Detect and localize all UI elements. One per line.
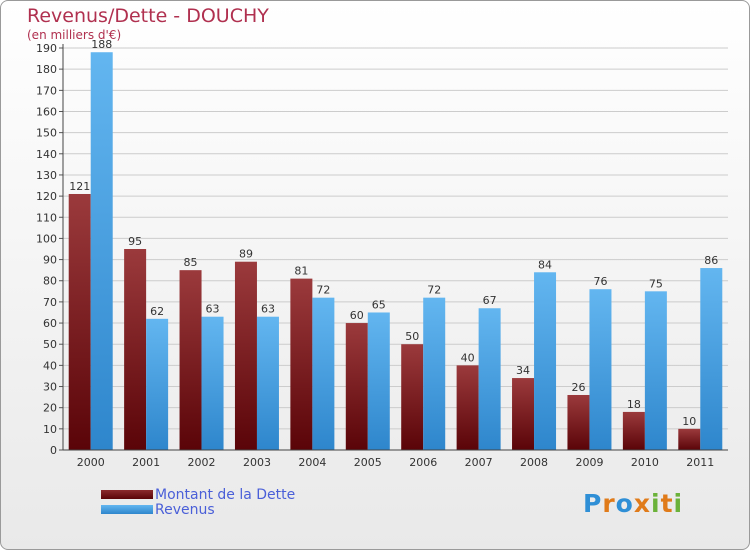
legend-label-debt: Montant de la Dette (155, 486, 296, 503)
logo-letter: t (660, 489, 674, 518)
bar-debt (678, 428, 701, 450)
bar-debt (234, 261, 257, 450)
bar-debt-value-label: 121 (69, 180, 90, 193)
bar-revenue-value-label: 86 (704, 254, 718, 267)
x-tick-label: 2002 (188, 456, 216, 469)
bar-debt (345, 323, 368, 450)
legend-item-debt: Montant de la Dette (101, 486, 296, 503)
logo-letter: x (633, 489, 651, 518)
bar-revenue (90, 52, 113, 451)
legend-label-revenue: Revenus (155, 501, 215, 518)
bar-debt (290, 278, 313, 450)
x-tick-label: 2005 (354, 456, 382, 469)
bar-revenue (644, 291, 667, 450)
bar-debt (124, 249, 147, 450)
y-tick-label: 140 (36, 148, 57, 161)
bar-revenue-value-label: 67 (483, 294, 497, 307)
bar-revenue (478, 308, 501, 450)
y-tick-label: 90 (43, 254, 57, 267)
y-tick-label: 170 (36, 84, 57, 97)
legend-item-revenue: Revenus (101, 501, 295, 518)
bar-revenue-value-label: 62 (150, 305, 164, 318)
logo-letter: P (583, 489, 603, 518)
x-tick-label: 2008 (520, 456, 548, 469)
bar-debt (622, 411, 645, 450)
bar-revenue-value-label: 72 (427, 284, 441, 297)
bar-debt-value-label: 26 (571, 381, 585, 394)
x-tick-label: 2007 (465, 456, 493, 469)
bar-revenue-value-label: 84 (538, 258, 552, 271)
chart-subtitle: (en milliers d'€) (27, 28, 122, 42)
bar-debt-value-label: 89 (239, 248, 253, 261)
bar-revenue-value-label: 76 (593, 275, 607, 288)
y-tick-label: 80 (43, 275, 57, 288)
bar-revenue (201, 316, 224, 450)
bar-debt (179, 270, 202, 450)
bar-debt-value-label: 95 (128, 235, 142, 248)
y-tick-label: 20 (43, 402, 57, 415)
bar-revenue-value-label: 188 (91, 38, 112, 51)
bar-revenue (534, 272, 557, 450)
bar-debt-value-label: 85 (184, 256, 198, 269)
y-tick-label: 160 (36, 105, 57, 118)
bar-revenue-value-label: 63 (206, 303, 220, 316)
bar-revenue (423, 297, 446, 450)
bar-debt-value-label: 10 (682, 415, 696, 428)
y-tick-label: 0 (50, 444, 57, 457)
x-tick-label: 2001 (132, 456, 160, 469)
bar-debt (456, 365, 479, 450)
proxiti-logo: Proxiti (583, 489, 683, 518)
x-tick-label: 2003 (243, 456, 271, 469)
bar-revenue (589, 289, 612, 450)
logo-letter: i (651, 489, 661, 518)
legend-swatch-revenue (101, 505, 153, 514)
y-tick-label: 180 (36, 63, 57, 76)
y-tick-label: 10 (43, 423, 57, 436)
x-tick-label: 2011 (686, 456, 714, 469)
logo-letter: r (602, 489, 616, 518)
y-tick-label: 110 (36, 211, 57, 224)
bar-revenue (700, 268, 723, 450)
bar-revenue (146, 318, 169, 450)
bar-debt-value-label: 18 (627, 398, 641, 411)
bar-debt-value-label: 40 (461, 351, 475, 364)
bar-debt-value-label: 34 (516, 364, 530, 377)
bar-revenue (367, 312, 390, 450)
y-tick-label: 190 (36, 42, 57, 55)
bar-revenue-value-label: 72 (316, 284, 330, 297)
y-tick-label: 60 (43, 317, 57, 330)
y-tick-label: 30 (43, 381, 57, 394)
logo-letter: o (615, 489, 634, 518)
bar-revenue (312, 297, 335, 450)
y-tick-label: 150 (36, 127, 57, 140)
bar-revenue-value-label: 75 (649, 277, 663, 290)
bar-revenue-value-label: 65 (372, 298, 386, 311)
bar-debt-value-label: 50 (405, 330, 419, 343)
bar-debt (567, 394, 590, 450)
bar-debt (401, 344, 424, 450)
bar-debt (512, 378, 535, 450)
logo-letter: i (673, 489, 684, 518)
bar-debt-value-label: 60 (350, 309, 364, 322)
x-tick-label: 2009 (575, 456, 603, 469)
y-tick-label: 120 (36, 190, 57, 203)
bar-revenue (256, 316, 279, 450)
bar-debt (68, 193, 91, 450)
y-tick-label: 40 (43, 359, 57, 372)
x-tick-label: 2010 (631, 456, 659, 469)
bar-revenue-value-label: 63 (261, 303, 275, 316)
y-tick-label: 100 (36, 232, 57, 245)
legend: Montant de la Dette Revenus (101, 486, 296, 518)
x-tick-label: 2006 (409, 456, 437, 469)
x-tick-label: 2000 (77, 456, 105, 469)
y-tick-label: 70 (43, 296, 57, 309)
chart-title: Revenus/Dette - DOUCHY (27, 5, 269, 27)
x-tick-label: 2004 (298, 456, 326, 469)
legend-swatch-debt (101, 490, 153, 499)
y-tick-label: 50 (43, 338, 57, 351)
bar-debt-value-label: 81 (294, 265, 308, 278)
y-tick-label: 130 (36, 169, 57, 182)
